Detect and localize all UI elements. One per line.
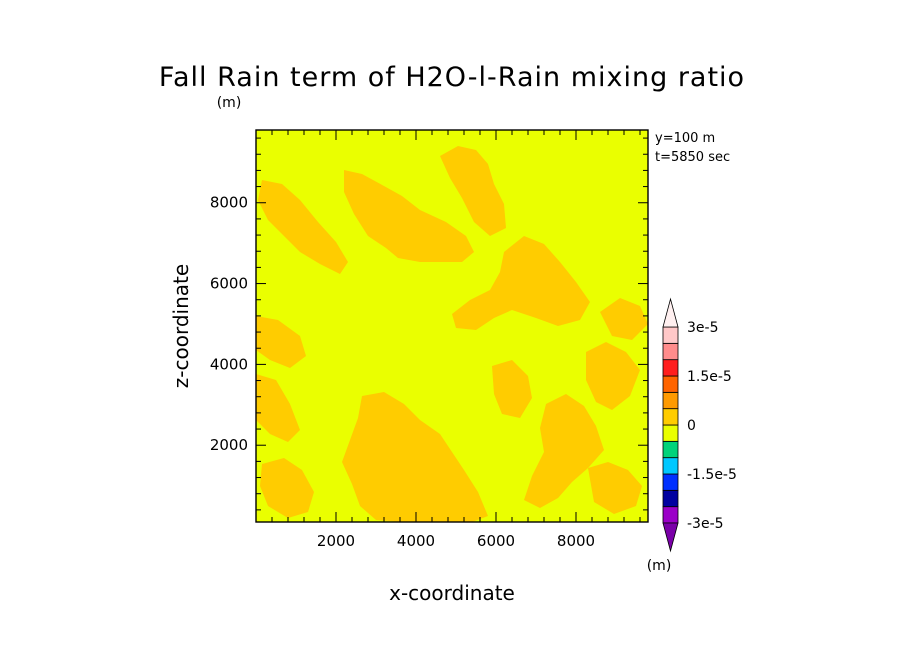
field-patch xyxy=(600,298,648,340)
y-ticks: 2000 4000 6000 8000 xyxy=(210,137,648,511)
colorbar-swatch xyxy=(662,424,679,442)
x-tick-label: 2000 xyxy=(317,532,355,550)
colorbar-swatch xyxy=(662,457,679,475)
colorbar-label: 0 xyxy=(687,418,696,434)
x-tick-label: 6000 xyxy=(477,532,515,550)
colorbar-label: 3e-5 xyxy=(687,320,718,336)
colorbar: 3e-5 1.5e-5 0 -1.5e-5 -3e-5 xyxy=(662,297,737,553)
colorbar-label: 1.5e-5 xyxy=(687,369,732,385)
colorbar-swatch xyxy=(662,359,679,377)
colorbar-unit: (m) xyxy=(647,558,672,574)
colorbar-swatch xyxy=(662,489,679,508)
colorbar-swatch xyxy=(662,342,679,361)
colorbar-arrow-top xyxy=(662,297,679,328)
field-patch xyxy=(256,316,306,368)
y-tick-label: 8000 xyxy=(210,194,248,212)
y-tick-label: 6000 xyxy=(210,275,248,293)
x-tick-label: 8000 xyxy=(557,532,595,550)
colorbar-label: -3e-5 xyxy=(687,516,724,532)
colorbar-swatch xyxy=(662,440,679,459)
colorbar-swatch xyxy=(662,506,679,524)
negative-tendency-patches xyxy=(256,146,648,522)
field-patch xyxy=(524,394,604,508)
annotation-y: y=100 m xyxy=(655,131,715,146)
plot-area: 2000 4000 6000 8000 2000 4000 6000 8000 xyxy=(210,129,649,550)
x-ticks: 2000 4000 6000 8000 xyxy=(271,130,641,550)
y-axis-unit: (m) xyxy=(217,95,242,111)
field-patch xyxy=(342,392,488,522)
field-patch xyxy=(440,146,506,236)
field-patch xyxy=(492,360,532,418)
colorbar-swatch xyxy=(662,326,679,344)
colorbar-swatch xyxy=(662,473,679,491)
x-tick-label: 4000 xyxy=(397,532,435,550)
x-axis-label: x-coordinate xyxy=(389,581,515,605)
annotation-time: t=5850 sec xyxy=(655,150,730,165)
field-patch xyxy=(258,180,348,274)
field-patch xyxy=(344,170,474,262)
colorbar-arrow-bottom xyxy=(662,522,679,553)
colorbar-label: -1.5e-5 xyxy=(687,467,737,483)
chart-title: Fall Rain term of H2O-l-Rain mixing rati… xyxy=(159,62,745,93)
y-axis-label: z-coordinate xyxy=(169,264,193,388)
field-patch xyxy=(260,458,314,518)
y-tick-label: 4000 xyxy=(210,355,248,373)
field-patch xyxy=(452,236,590,330)
field-patch xyxy=(256,374,300,442)
field-patch xyxy=(588,462,642,514)
colorbar-swatch xyxy=(662,408,679,426)
colorbar-swatch xyxy=(662,391,679,410)
y-tick-label: 2000 xyxy=(210,436,248,454)
plot-frame xyxy=(255,129,649,523)
colorbar-swatch xyxy=(662,375,679,393)
field-patch xyxy=(586,342,640,410)
